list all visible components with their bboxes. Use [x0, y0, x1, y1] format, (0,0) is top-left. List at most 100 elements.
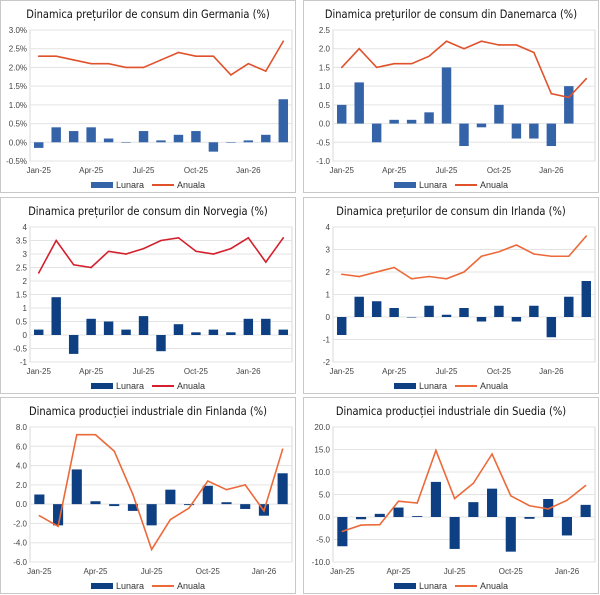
legend: Lunara Anuala [304, 380, 598, 391]
bar-lunara [424, 112, 434, 124]
bar-lunara [34, 142, 44, 148]
bar-lunara [90, 501, 101, 505]
bar-lunara [156, 335, 166, 352]
point-anuala [90, 266, 92, 269]
point-anuala [445, 40, 448, 43]
bar-lunara [226, 332, 236, 335]
bar-lunara [208, 329, 219, 335]
bar-lunara [278, 99, 288, 143]
y-tick-label: -10.0 [312, 558, 331, 567]
point-anuala [480, 255, 483, 258]
y-tick-label: 0.5% [9, 120, 27, 129]
point-anuala [568, 96, 570, 99]
y-tick-label: 3 [326, 246, 331, 255]
legend-label-lunara: Lunara [115, 580, 144, 591]
x-tick-label: Apr-25 [79, 367, 104, 376]
point-anuala [393, 62, 395, 65]
y-tick-label: -6.0 [13, 558, 27, 567]
point-anuala [340, 66, 343, 69]
y-tick-label: 20.0 [314, 423, 330, 432]
y-tick-label: 0.5 [319, 101, 331, 110]
point-anuala [206, 480, 209, 482]
bar-lunara [511, 317, 522, 322]
x-tick-label: Apr-25 [83, 567, 108, 576]
point-anuala [265, 261, 267, 263]
bar-lunara [449, 517, 460, 549]
point-anuala [453, 497, 456, 500]
chart-title: Dinamica prețurilor de consum din Irland… [336, 204, 566, 218]
point-anuala [37, 272, 40, 274]
point-anuala [375, 66, 378, 69]
point-anuala [416, 502, 419, 504]
bar-lunara [476, 317, 487, 322]
point-anuala [568, 255, 570, 258]
y-tick-label: 2 [326, 268, 331, 277]
x-tick-label: Jul-25 [133, 367, 155, 376]
bar-lunara [202, 485, 213, 505]
chart-panel: Dinamica prețurilor de consum din Danema… [303, 0, 599, 193]
point-anuala [410, 277, 413, 280]
point-anuala [263, 510, 265, 512]
y-tick-label: 8.0 [16, 423, 28, 432]
point-anuala [113, 450, 116, 452]
x-tick-label: Oct-25 [184, 166, 209, 175]
legend-swatch-lunara [90, 382, 113, 389]
bar-lunara [243, 318, 254, 335]
y-tick-label: 3.0% [9, 26, 27, 35]
point-anuala [480, 40, 483, 43]
x-tick-label: Jan-25 [27, 567, 52, 576]
x-tick-label: Jan-26 [555, 567, 580, 576]
bar-lunara [581, 281, 591, 317]
point-anuala [57, 525, 59, 528]
bar-lunara [406, 119, 417, 124]
point-anuala [94, 433, 97, 436]
legend-label-lunara: Lunara [418, 580, 447, 591]
bar-lunara [529, 305, 539, 317]
x-tick-label: Jan-25 [26, 166, 51, 175]
bar-lunara [240, 504, 251, 509]
point-anuala [72, 59, 75, 61]
x-tick-label: Jul-25 [141, 567, 163, 576]
y-tick-label: 2 [23, 277, 28, 286]
y-tick-label: -1 [323, 336, 331, 345]
y-tick-label: 5.0 [319, 491, 331, 500]
x-tick-label: Jan-26 [539, 166, 564, 175]
bar-lunara [278, 329, 288, 335]
legend-label-anuala: Anuala [177, 380, 206, 391]
bar-lunara [191, 332, 201, 335]
point-anuala [428, 275, 430, 278]
bar-lunara [156, 140, 166, 143]
legend-label-lunara: Lunara [115, 179, 144, 190]
bar-lunara [546, 123, 557, 147]
bar-lunara [487, 488, 498, 517]
y-tick-label: 2.5% [9, 45, 27, 54]
chart-title: Dinamica producției industriale din Finl… [28, 404, 268, 418]
point-anuala [212, 253, 215, 255]
y-tick-label: 10.0 [314, 468, 330, 477]
point-anuala [247, 62, 250, 65]
legend-swatch-lunara [393, 181, 416, 188]
y-tick-label: -1 [20, 358, 28, 367]
point-anuala [360, 524, 362, 526]
bar-lunara [277, 473, 288, 505]
x-tick-label: Apr-25 [382, 166, 407, 175]
x-tick-label: Jan-26 [236, 166, 261, 175]
chart-svg: -1 -0.5 0 0.5 1 1.5 2 2.5 3 3.5 4 Jan-25 Apr-25 Jul-2… [13, 223, 293, 376]
bar-lunara [546, 317, 557, 338]
point-anuala [585, 235, 588, 237]
point-anuala [397, 500, 400, 503]
y-tick-label: 2.0% [9, 63, 27, 72]
y-tick-label: -2 [323, 358, 331, 367]
y-tick-label: 4 [23, 223, 28, 232]
bar-lunara [146, 504, 157, 526]
y-tick-label: 2.0 [16, 481, 28, 490]
legend-label-lunara: Lunara [115, 380, 144, 391]
bar-lunara [430, 481, 441, 517]
x-tick-label: Jan-25 [329, 367, 354, 376]
y-tick-label: 0.0 [319, 513, 331, 522]
point-anuala [585, 77, 588, 80]
point-anuala [445, 277, 448, 280]
point-anuala [107, 250, 110, 253]
legend-swatch-anuala [152, 384, 174, 387]
chart-svg: -1.0 -0.5 0.0 0.5 1.0 1.5 2.0 2.5 Jan-25 Apr-25 Ju… [316, 26, 596, 175]
